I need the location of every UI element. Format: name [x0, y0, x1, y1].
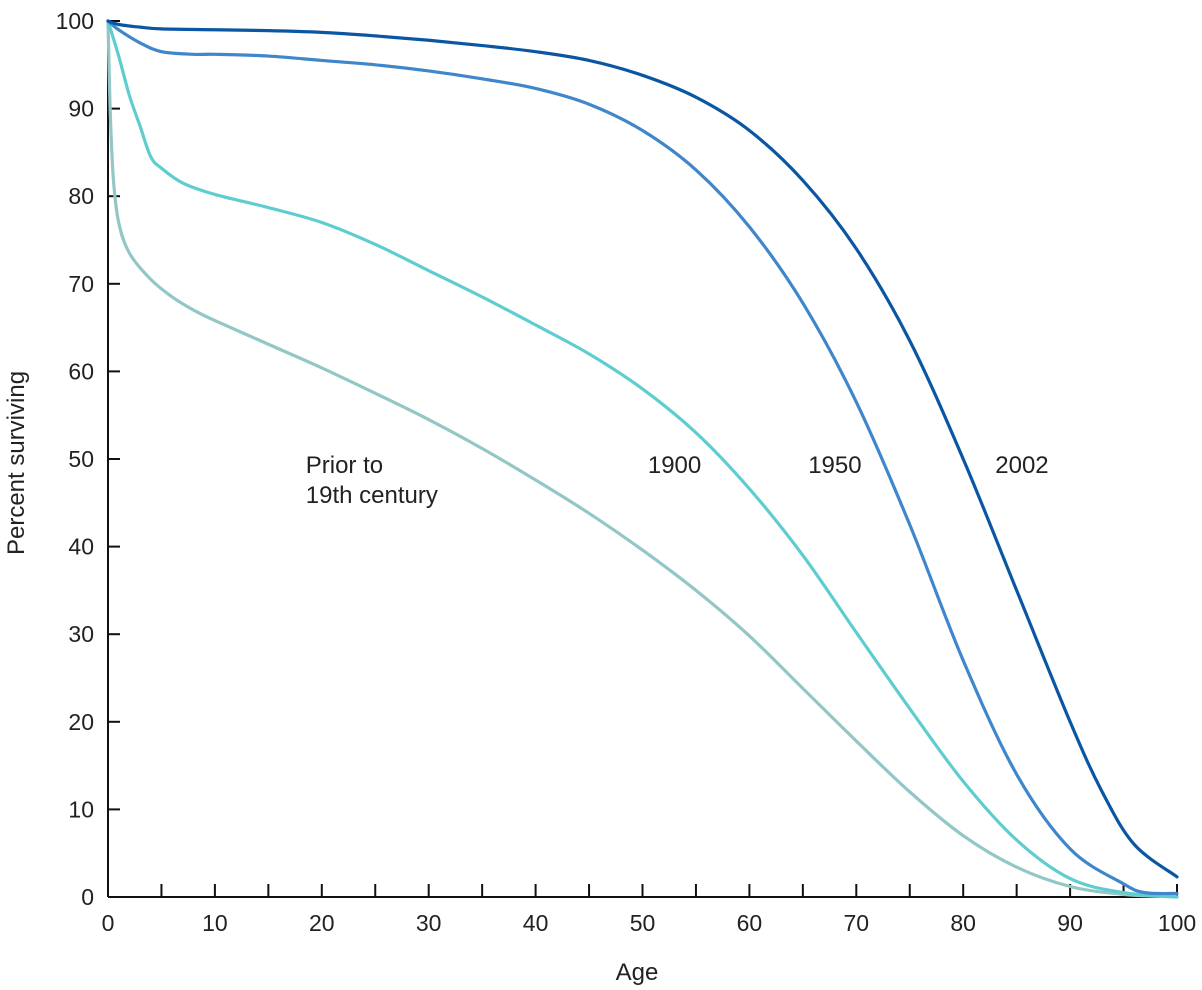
x-tick-label: 70: [844, 910, 870, 936]
series-label-line: 1950: [808, 452, 861, 479]
y-tick-label: 20: [68, 709, 94, 735]
x-axis-title: Age: [616, 959, 659, 986]
y-tick-label: 70: [68, 271, 94, 297]
series-line-1900: [106, 19, 1179, 899]
x-tick-label: 20: [309, 910, 335, 936]
y-tick-label: 40: [68, 534, 94, 560]
y-tick-label: 60: [68, 358, 94, 384]
x-tick-label: 60: [737, 910, 763, 936]
y-tick-label: 0: [81, 884, 94, 910]
series-label-line: Prior to: [306, 452, 383, 479]
y-tick-label: 90: [68, 96, 94, 122]
series-label-line: 2002: [995, 452, 1048, 479]
y-tick-label: 10: [68, 796, 94, 822]
x-tick-label: 0: [102, 910, 115, 936]
series-line-1950: [106, 19, 1179, 896]
series-lines: [106, 19, 1179, 899]
series-line-2002: [106, 19, 1179, 879]
y-tick-label: 80: [68, 183, 94, 209]
series-label-line: 1900: [648, 452, 701, 479]
series-label-2002: 2002: [995, 452, 1048, 479]
series-label-1900: 1900: [648, 452, 701, 479]
x-tick-label: 30: [416, 910, 442, 936]
series-line-prior-to-19th-century: [106, 19, 1179, 899]
x-tick-label: 10: [202, 910, 228, 936]
y-axis-title: Percent surviving: [3, 371, 30, 555]
series-label-line: 19th century: [306, 482, 438, 509]
series-labels: Prior to 19th century 1900 1950 2002: [306, 452, 1049, 509]
x-tick-label: 50: [630, 910, 656, 936]
y-tick-label: 30: [68, 621, 94, 647]
x-tick-label: 90: [1057, 910, 1083, 936]
y-tick-label: 50: [68, 446, 94, 472]
series-label-1950: 1950: [808, 452, 861, 479]
y-tick-label: 100: [56, 8, 94, 34]
series-label-prior-to-19th-century: Prior to 19th century: [306, 452, 438, 509]
x-tick-label: 80: [950, 910, 976, 936]
x-tick-label: 40: [523, 910, 549, 936]
x-tick-label: 100: [1158, 910, 1196, 936]
axes: 0 10 20 30 40 50 60 70 80 90 100 0 10 20 30 40 50 60 70 80 9…: [56, 8, 1197, 936]
